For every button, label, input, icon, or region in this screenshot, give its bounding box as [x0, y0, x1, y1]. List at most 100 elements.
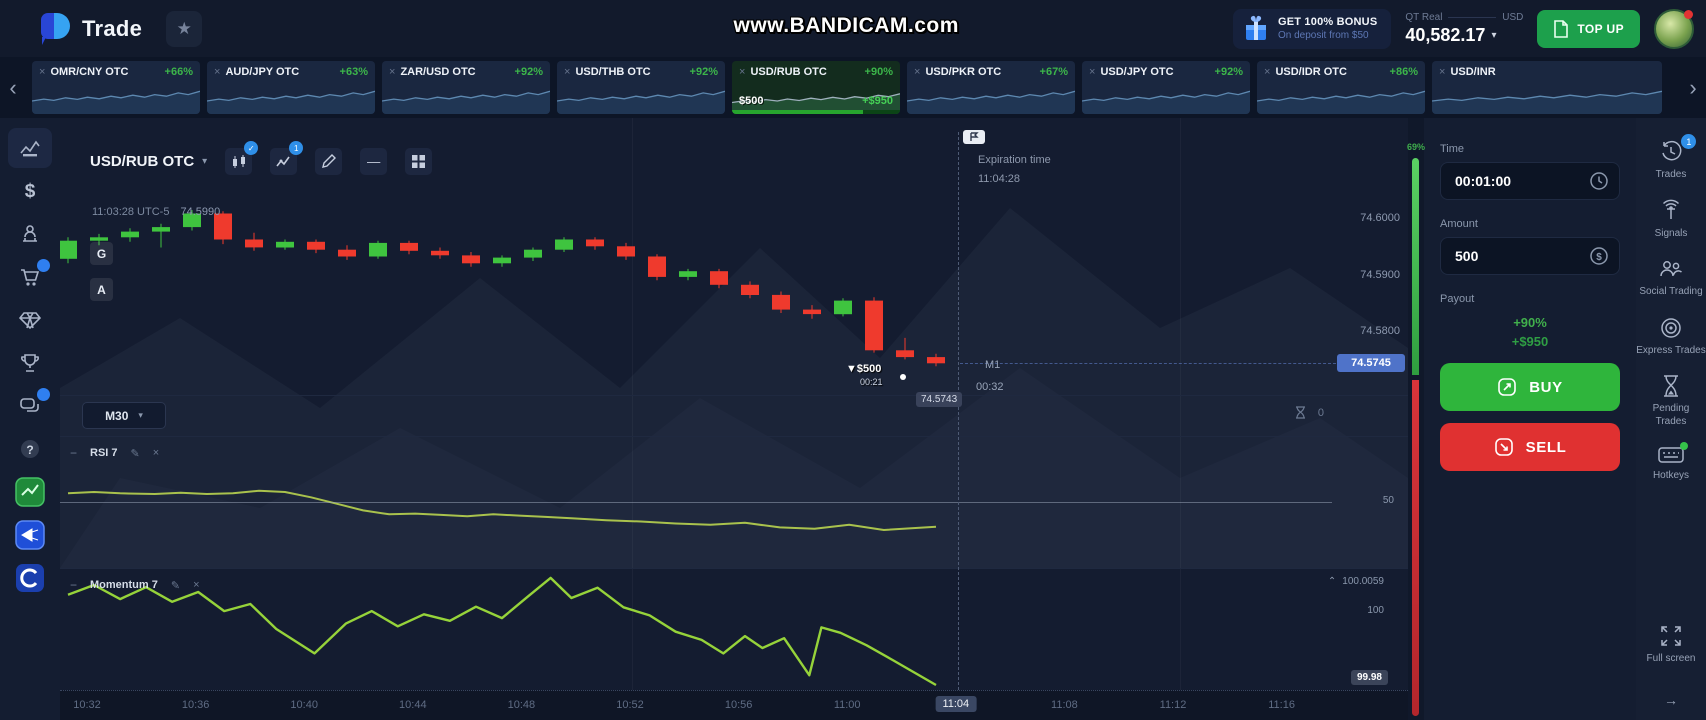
- favorites-button[interactable]: ★: [166, 10, 203, 47]
- tab-pair-label: ZAR/USD OTC: [400, 66, 476, 78]
- sidebar-item-help[interactable]: ?: [8, 429, 52, 469]
- asset-tab[interactable]: × ZAR/USD OTC +92%: [382, 61, 550, 114]
- sell-label: SELL: [1525, 438, 1567, 456]
- rail-item-signals[interactable]: Signals: [1655, 199, 1687, 241]
- edit-icon[interactable]: ✎: [170, 579, 181, 592]
- asset-tab[interactable]: × OMR/CNY OTC +66%: [32, 61, 200, 114]
- momentum-top-value: ⌃ 100.0059: [1327, 576, 1384, 587]
- time-axis[interactable]: 10:32 10:36 10:40 10:44 10:48 10:52 10:56 11:00…: [60, 690, 1408, 720]
- sidebar-item-market-cart[interactable]: [8, 257, 52, 297]
- tournaments-icon: [19, 352, 41, 374]
- rail-item-trades[interactable]: Trades 1: [1656, 134, 1697, 182]
- time-axis-label: 11:12: [1159, 699, 1187, 711]
- close-icon[interactable]: ×: [1089, 66, 1096, 78]
- time-axis-label: 11:16: [1268, 699, 1295, 711]
- asset-tab[interactable]: × AUD/JPY OTC +63%: [207, 61, 375, 114]
- sidebar-item-promo-share[interactable]: [8, 515, 52, 555]
- price-axis-label: 74.5900: [1360, 268, 1400, 281]
- amount-input[interactable]: 500 $: [1440, 237, 1620, 275]
- sidebar-item-promo-green[interactable]: [8, 472, 52, 512]
- expiration-line: [958, 132, 959, 690]
- close-icon[interactable]: ×: [1264, 66, 1271, 78]
- divider: [1448, 16, 1497, 18]
- time-axis-label-active: 11:04: [935, 696, 977, 712]
- rail-item-label: Express Trades: [1636, 344, 1706, 356]
- trade-panel: Time 00:01:00 Amount 500 $ Payout +90% +…: [1424, 118, 1636, 720]
- asset-tab[interactable]: × USD/THB OTC +92%: [557, 61, 725, 114]
- close-icon[interactable]: ×: [193, 579, 200, 591]
- sidebar-item-achievements[interactable]: [8, 214, 52, 254]
- edit-icon[interactable]: ✎: [130, 447, 140, 460]
- fullscreen-icon: [1659, 624, 1683, 648]
- ohlc-price: 74.5990: [180, 206, 221, 218]
- chat-icon: [19, 395, 41, 417]
- collapse-rail-arrow[interactable]: →: [1664, 692, 1678, 708]
- asset-tab[interactable]: × USD/INR: [1432, 61, 1662, 114]
- symbol-select[interactable]: USD/RUB OTC ▾: [90, 153, 207, 170]
- tabs-scroll-left[interactable]: ‹: [9, 74, 17, 100]
- close-icon[interactable]: ×: [739, 66, 746, 78]
- brand-name: Trade: [82, 15, 143, 41]
- close-icon[interactable]: ×: [389, 66, 396, 78]
- sidebar-item-promo-c[interactable]: [8, 558, 52, 598]
- close-icon[interactable]: ×: [564, 66, 571, 78]
- overlay-letter-a[interactable]: A: [90, 278, 113, 301]
- top-up-button[interactable]: TOP UP: [1537, 9, 1640, 48]
- collapse-icon[interactable]: −: [70, 578, 78, 592]
- sidebar-item-chart-line[interactable]: [8, 128, 52, 168]
- chart-header: USD/RUB OTC ▾ ✓ 1: [90, 141, 433, 175]
- time-input[interactable]: 00:01:00: [1440, 162, 1620, 200]
- rail-item-social-trading[interactable]: Social Trading: [1639, 257, 1703, 299]
- asset-tabs: × OMR/CNY OTC +66% × AUD/JPY OTC +63% × ZAR/U…: [32, 61, 1662, 114]
- balance-dropdown[interactable]: 40,582.17 ▾: [1405, 25, 1523, 46]
- rail-item-pending-trades[interactable]: Pending Trades: [1636, 374, 1706, 428]
- trade-strike-badge: 74.5743: [916, 392, 963, 407]
- buy-arrow-icon: [1498, 378, 1517, 396]
- asset-tab[interactable]: × USD/RUB OTC +90% $500 +$950: [732, 61, 900, 114]
- overlay-letter-g[interactable]: G: [90, 242, 113, 265]
- layout-grid-button[interactable]: [405, 148, 433, 175]
- candlestick-chart[interactable]: [60, 118, 1408, 395]
- close-icon[interactable]: ×: [914, 66, 921, 78]
- sidebar-item-chat[interactable]: [8, 386, 52, 426]
- time-value: 00:01:00: [1455, 173, 1512, 189]
- timeframe-select[interactable]: M30 ▾: [82, 402, 166, 429]
- sidebar-item-dollar[interactable]: $: [8, 171, 52, 211]
- drawing-tools-button[interactable]: [315, 148, 343, 175]
- asset-tab[interactable]: × USD/JPY OTC +92%: [1082, 61, 1250, 114]
- indicators-button[interactable]: 1: [270, 141, 304, 175]
- line-tool-button[interactable]: —: [360, 148, 388, 175]
- payout-label: Payout: [1440, 293, 1475, 305]
- asset-tab[interactable]: × USD/PKR OTC +67%: [907, 61, 1075, 114]
- buy-button[interactable]: BUY: [1440, 363, 1620, 411]
- sidebar-item-tournaments[interactable]: [8, 343, 52, 383]
- sell-button[interactable]: SELL: [1440, 423, 1620, 471]
- chart-type-button[interactable]: ✓: [225, 141, 259, 175]
- flag-icon[interactable]: [963, 130, 985, 144]
- avatar[interactable]: [1654, 8, 1694, 49]
- expiration-countdown: 00:32: [976, 381, 1004, 393]
- pending-orders-indicator[interactable]: 0: [1295, 406, 1324, 419]
- sidebar-item-gem[interactable]: [8, 300, 52, 340]
- close-icon[interactable]: ×: [1439, 66, 1446, 78]
- rail-item-express-trades[interactable]: Express Trades: [1636, 316, 1706, 358]
- rail-item-hotkeys[interactable]: Hotkeys: [1653, 442, 1689, 483]
- close-icon[interactable]: ×: [39, 66, 46, 78]
- momentum-axis-label: 100: [1367, 605, 1384, 616]
- express-trades-icon: [1659, 316, 1683, 340]
- close-icon[interactable]: ×: [214, 66, 221, 78]
- rail-item-full-screen[interactable]: Full screen: [1647, 624, 1695, 666]
- bonus-banner[interactable]: GET 100% BONUS On deposit from $50: [1232, 8, 1392, 49]
- currency-icon[interactable]: $: [1589, 246, 1609, 266]
- hourglass-icon: [1295, 406, 1305, 419]
- social-trading-icon: [1658, 257, 1684, 281]
- asset-tab[interactable]: × USD/IDR OTC +86%: [1257, 61, 1425, 114]
- close-icon[interactable]: ×: [152, 447, 160, 459]
- expiration-title: Expiration time: [978, 154, 1051, 166]
- minus-icon: —: [367, 154, 381, 169]
- tab-payout-label: +90%: [864, 66, 893, 78]
- chevron-up-icon[interactable]: ⌃: [1327, 576, 1337, 587]
- collapse-icon[interactable]: −: [70, 446, 78, 460]
- tabs-scroll-right[interactable]: ›: [1689, 74, 1697, 100]
- clock-icon[interactable]: [1589, 171, 1609, 191]
